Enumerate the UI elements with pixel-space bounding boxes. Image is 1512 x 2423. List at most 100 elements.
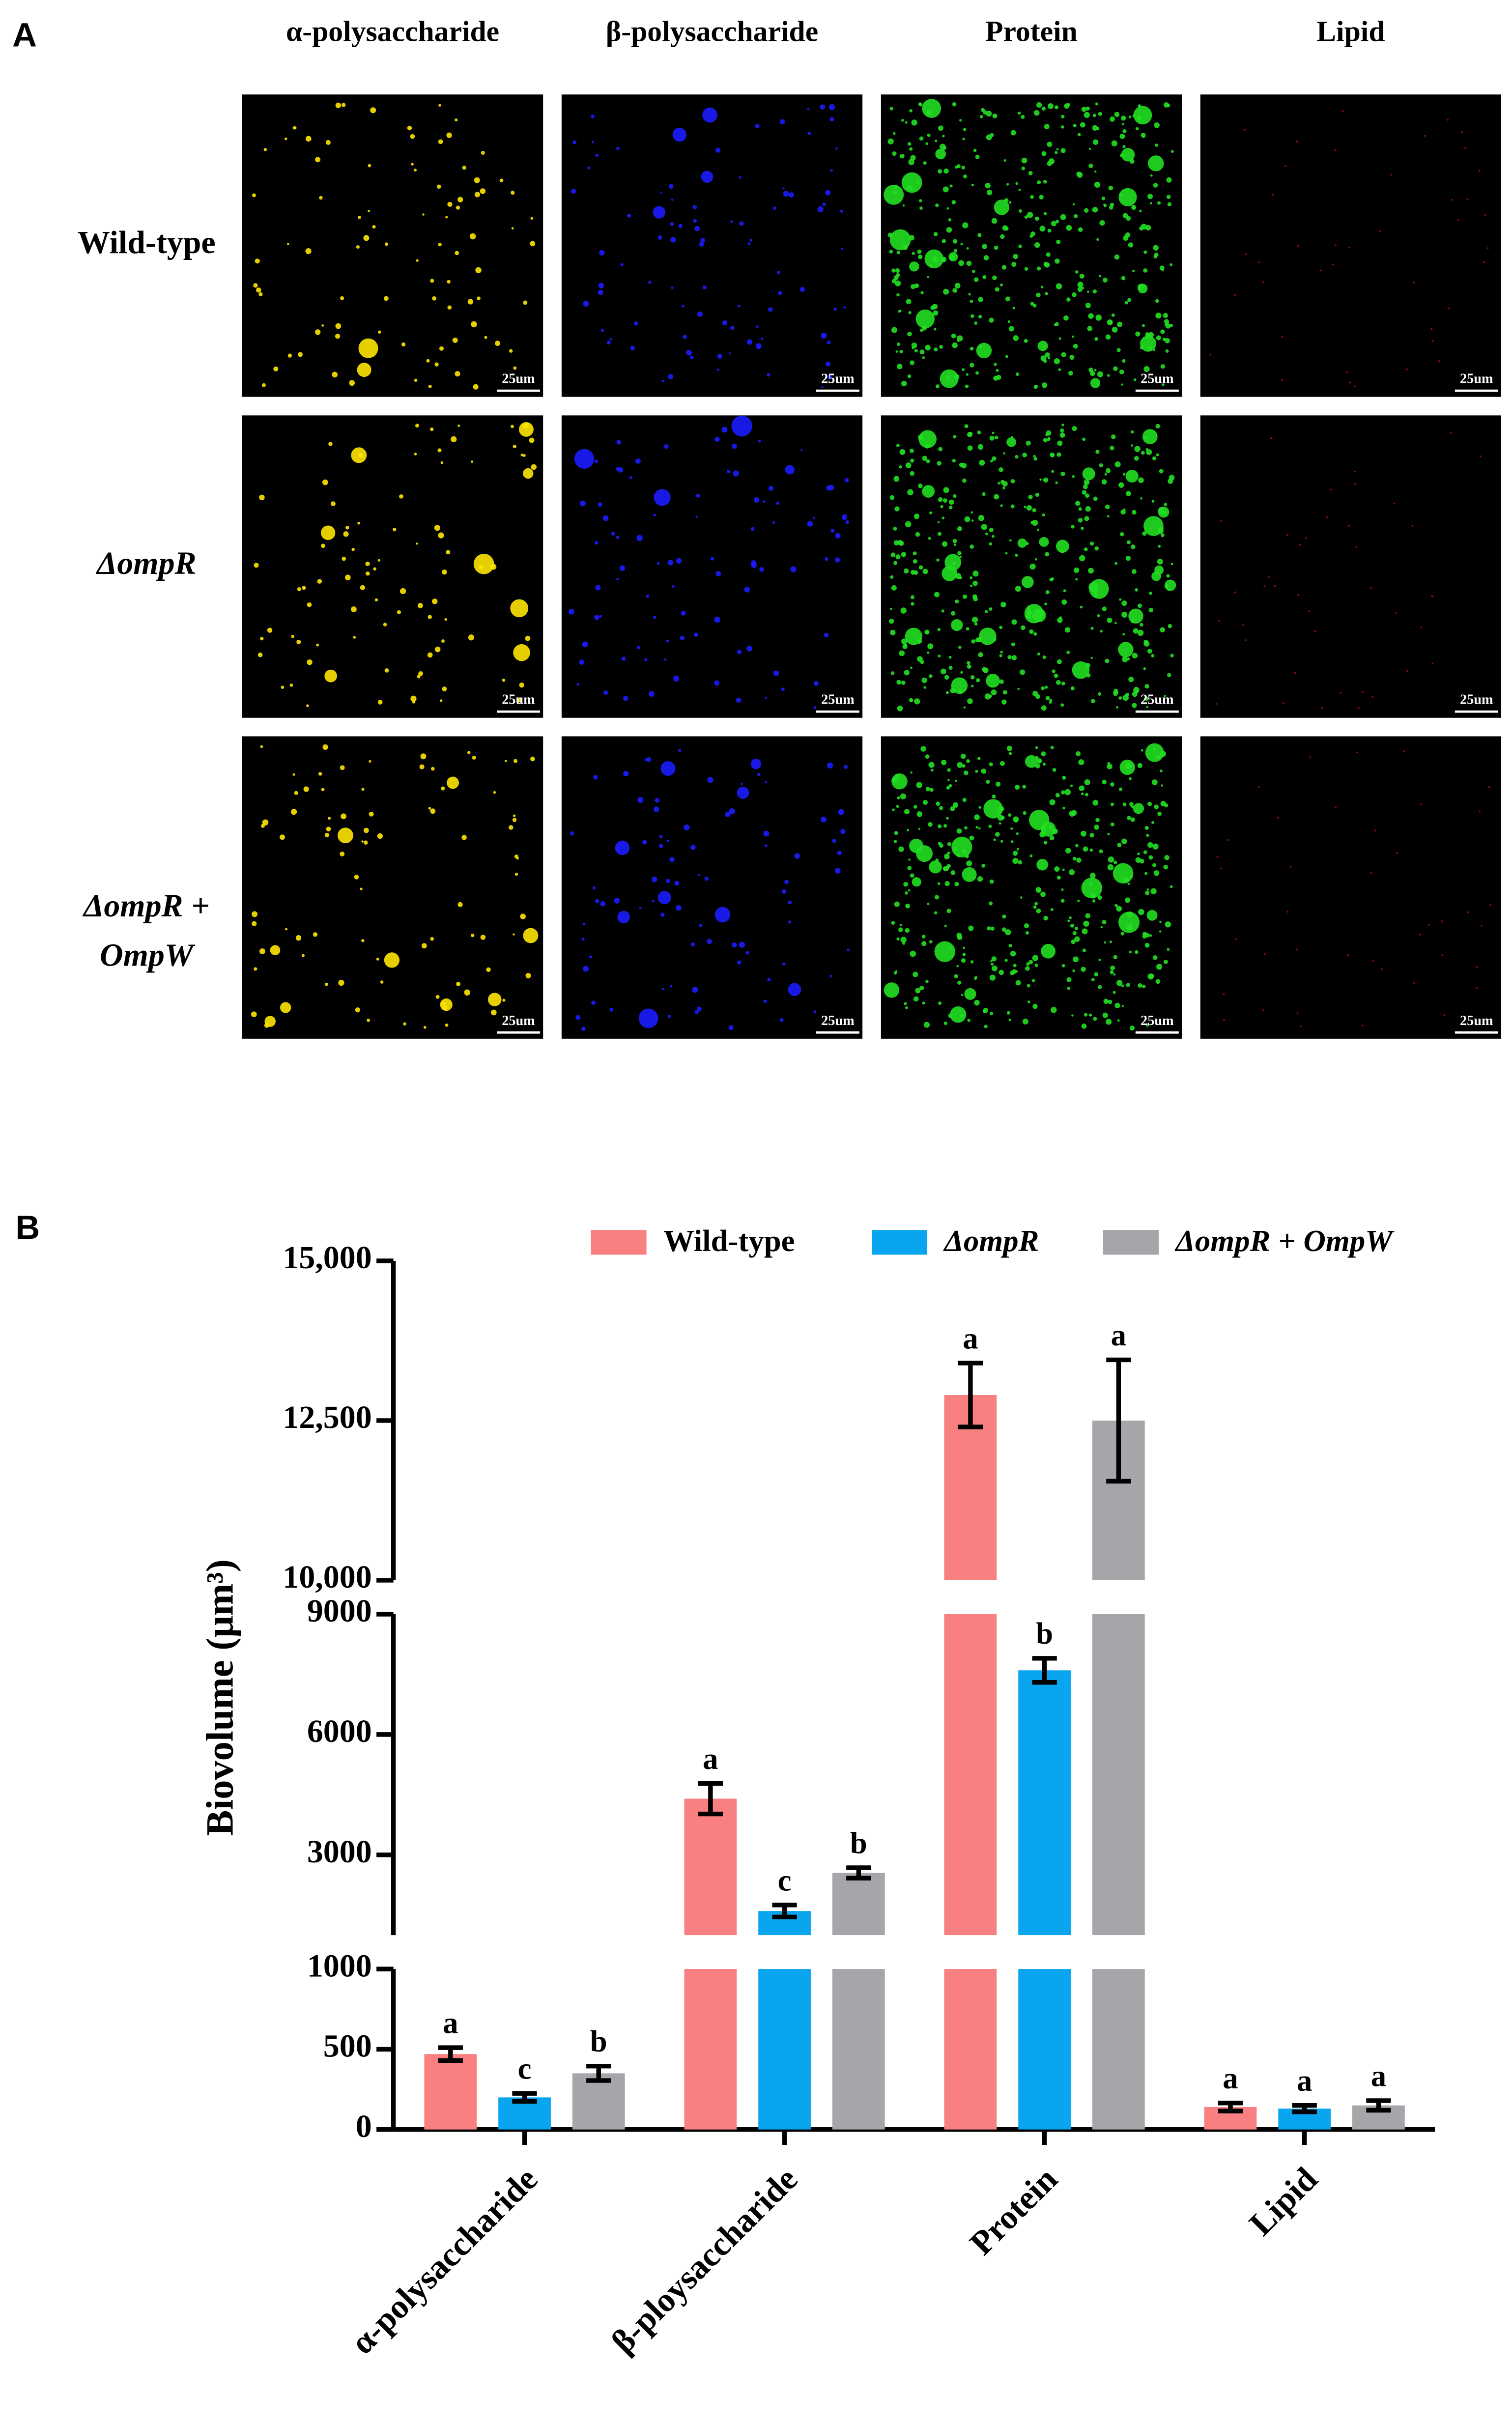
fluorescence-spot [1099, 463, 1103, 468]
fluorescence-spot [428, 385, 432, 388]
fluorescence-spot [1144, 684, 1149, 689]
fluorescence-spot [321, 543, 325, 548]
fluorescence-spot [830, 528, 835, 533]
fluorescence-spot [1048, 357, 1051, 360]
fluorescence-spot [1305, 537, 1307, 540]
fluorescence-spot [1011, 642, 1015, 647]
fluorescence-spot [1267, 575, 1270, 578]
fluorescence-spot [270, 945, 281, 956]
micrograph: 25um [242, 736, 543, 1039]
fluorescence-spot [827, 375, 832, 380]
fluorescence-spot [899, 349, 903, 354]
fluorescence-spot [1120, 153, 1124, 158]
fluorescence-spot [975, 826, 978, 829]
fluorescence-spot [1043, 359, 1047, 363]
fluorescence-spot [979, 459, 985, 466]
fluorescence-spot [1006, 183, 1009, 186]
fluorescence-spot [981, 524, 987, 530]
fluorescence-spot [441, 786, 445, 791]
fluorescence-spot [1081, 967, 1086, 972]
fluorescence-spot [979, 627, 997, 645]
fluorescence-spot [514, 759, 517, 763]
fluorescence-spot [322, 479, 328, 485]
significance-letter: a [443, 2006, 458, 2040]
fluorescence-spot [984, 1025, 988, 1028]
fluorescence-spot [702, 285, 707, 289]
bar [944, 1614, 997, 1936]
fluorescence-spot [694, 632, 698, 637]
fluorescence-spot [1159, 920, 1162, 923]
fluorescence-spot [480, 188, 486, 194]
fluorescence-spot [781, 889, 787, 894]
bar [1018, 1670, 1071, 1936]
fluorescence-spot [1143, 516, 1164, 536]
fluorescence-spot [1082, 490, 1087, 495]
fluorescence-spot [827, 341, 831, 345]
fluorescence-spot [1082, 928, 1088, 935]
fluorescence-spot [1341, 110, 1344, 112]
fluorescence-spot [989, 435, 995, 441]
fluorescence-spot [1075, 578, 1078, 581]
fluorescence-spot [455, 371, 460, 377]
fluorescence-spot [1299, 1026, 1302, 1027]
fluorescence-spot [1362, 691, 1364, 693]
fluorescence-spot [926, 459, 930, 463]
fluorescence-spot [1102, 1012, 1108, 1018]
fluorescence-spot [1326, 516, 1328, 518]
fluorescence-spot [345, 526, 349, 530]
fluorescence-spot [1107, 617, 1113, 623]
fluorescence-spot [1411, 525, 1414, 527]
fluorescence-spot [1486, 247, 1489, 250]
fluorescence-spot [963, 594, 967, 599]
fluorescence-spot [758, 439, 761, 443]
fluorescence-spot [995, 287, 999, 292]
fluorescence-spot [957, 335, 963, 342]
fluorescence-spot [571, 189, 576, 194]
fluorescence-spot [365, 561, 370, 567]
fluorescence-spot [961, 994, 964, 997]
fluorescence-spot [1094, 337, 1098, 341]
fluorescence-spot [1356, 751, 1359, 754]
fluorescence-spot [1084, 1013, 1088, 1017]
fluorescence-spot [1072, 661, 1090, 679]
fluorescence-spot [923, 686, 927, 689]
fluorescence-spot [700, 238, 706, 243]
fluorescence-spot [970, 299, 973, 303]
fluorescence-spot [1028, 494, 1033, 500]
fluorescence-spot [1060, 125, 1064, 129]
fluorescence-spot [989, 694, 992, 698]
fluorescence-spot [509, 349, 513, 353]
fluorescence-spot [994, 494, 999, 500]
fluorescence-spot [475, 267, 482, 274]
fluorescence-spot [1094, 181, 1101, 188]
fluorescence-spot [1000, 651, 1003, 654]
fluorescence-spot [947, 768, 951, 772]
fluorescence-spot [1085, 506, 1091, 512]
fluorescence-spot [953, 543, 956, 546]
fluorescence-spot [1054, 358, 1060, 365]
fluorescence-spot [894, 506, 900, 512]
fluorescence-spot [1082, 467, 1095, 481]
fluorescence-spot [1045, 433, 1048, 436]
fluorescence-spot [1017, 687, 1020, 690]
fluorescence-spot [1020, 625, 1026, 630]
fluorescence-spot [919, 985, 924, 991]
fluorescence-spot [910, 771, 913, 774]
fluorescence-spot [356, 245, 360, 249]
fluorescence-spot [837, 851, 842, 855]
fluorescence-spot [673, 675, 680, 682]
fluorescence-spot [985, 182, 991, 189]
fluorescence-spot [924, 443, 930, 449]
fluorescence-spot [1061, 790, 1065, 795]
fluorescence-spot [943, 168, 949, 174]
fluorescence-spot [934, 347, 938, 352]
fluorescence-spot [530, 241, 536, 247]
fluorescence-spot [948, 1013, 953, 1018]
fluorescence-spot [1158, 544, 1161, 548]
fluorescence-spot [1015, 455, 1019, 459]
fluorescence-spot [438, 532, 444, 539]
fluorescence-spot [820, 104, 826, 110]
fluorescence-spot [751, 562, 757, 569]
fluorescence-spot [917, 249, 922, 254]
fluorescence-spot [1084, 793, 1089, 797]
